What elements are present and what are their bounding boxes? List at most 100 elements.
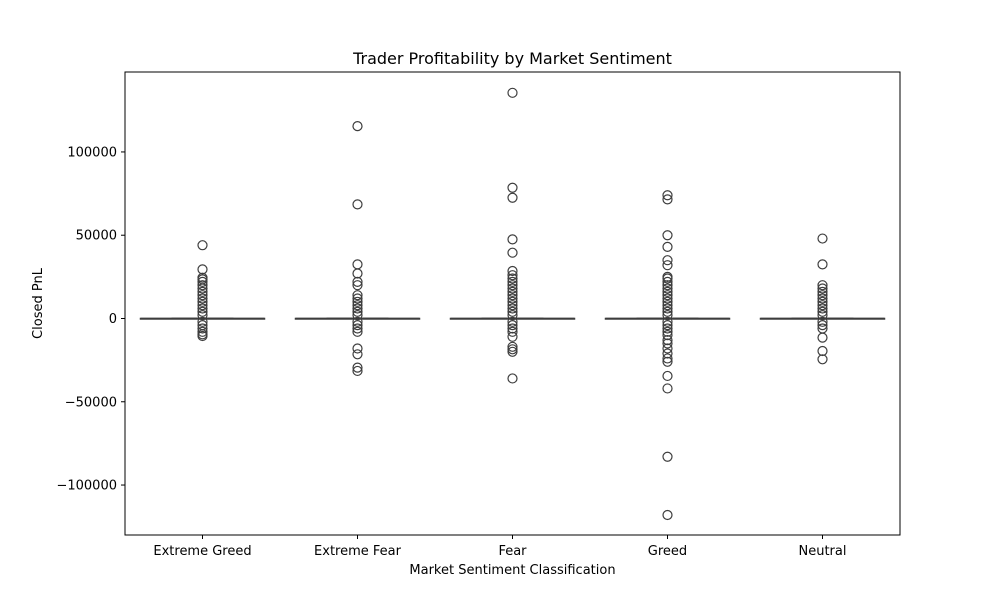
- y-tick-label: 0: [109, 312, 117, 327]
- outlier-point: [662, 343, 673, 354]
- outlier-point: [662, 330, 673, 341]
- outlier-point: [662, 273, 673, 284]
- x-tick-label: Neutral: [799, 544, 847, 559]
- outlier-point: [352, 268, 363, 279]
- box-group-fear: [449, 87, 576, 384]
- outlier-point: [352, 290, 363, 301]
- x-axis-label: Market Sentiment Classification: [409, 563, 615, 578]
- outlier-point: [507, 316, 518, 327]
- outlier-point: [817, 303, 828, 314]
- outlier-point: [352, 280, 363, 291]
- outlier-point: [662, 451, 673, 462]
- outlier-point: [662, 348, 673, 359]
- outlier-point: [507, 247, 518, 258]
- outlier-point: [197, 283, 208, 294]
- outlier-point: [197, 296, 208, 307]
- x-tick-label: Extreme Fear: [314, 544, 402, 559]
- outlier-point: [352, 300, 363, 311]
- y-tick-label: −50000: [65, 395, 117, 410]
- outlier-point: [507, 303, 518, 314]
- y-axis: −100000 −50000 0 50000 100000: [56, 145, 125, 494]
- y-tick-label: 50000: [76, 229, 117, 244]
- outlier-point: [662, 338, 673, 349]
- outlier-point: [817, 306, 828, 317]
- outlier-point: [352, 323, 363, 334]
- outlier-point: [662, 306, 673, 317]
- outlier-point: [197, 306, 208, 317]
- outlier-point: [352, 276, 363, 287]
- outlier-point: [662, 310, 673, 321]
- outlier-point: [352, 349, 363, 360]
- outlier-point: [507, 182, 518, 193]
- outlier-point: [507, 300, 518, 311]
- outlier-point: [817, 280, 828, 291]
- outlier-point: [817, 283, 828, 294]
- outlier-point: [662, 370, 673, 382]
- outlier-point: [817, 345, 828, 357]
- outlier-point: [507, 234, 518, 245]
- outlier-point: [197, 316, 208, 327]
- outlier-point: [197, 264, 208, 275]
- outlier-point: [662, 509, 673, 521]
- outlier-point: [197, 310, 208, 321]
- outlier-point: [817, 286, 828, 297]
- outlier-point: [197, 276, 208, 287]
- outlier-point: [662, 194, 673, 205]
- outlier-point: [662, 276, 673, 287]
- outlier-point: [662, 283, 673, 294]
- outlier-point: [662, 255, 673, 266]
- outlier-point: [507, 373, 518, 384]
- outlier-point: [352, 362, 363, 373]
- outlier-point: [197, 286, 208, 297]
- outlier-point: [197, 330, 208, 342]
- outlier-point: [507, 346, 518, 357]
- outlier-point: [507, 306, 518, 317]
- outlier-point: [197, 300, 208, 311]
- plot-area: [139, 87, 886, 521]
- outlier-point: [352, 303, 363, 314]
- outlier-point: [507, 87, 518, 98]
- outlier-point: [507, 265, 518, 277]
- outlier-point: [507, 283, 518, 294]
- outlier-point: [507, 273, 518, 284]
- outlier-point: [352, 306, 363, 317]
- outlier-point: [817, 290, 828, 301]
- outlier-point: [662, 335, 673, 346]
- outlier-point: [352, 343, 363, 354]
- outlier-point: [197, 280, 208, 291]
- outlier-point: [507, 293, 518, 304]
- outlier-point: [507, 280, 518, 291]
- outlier-point: [352, 326, 363, 337]
- outlier-point: [662, 303, 673, 314]
- outlier-point: [662, 320, 673, 331]
- y-axis-label: Closed PnL: [31, 267, 46, 339]
- x-tick-label: Extreme Greed: [153, 544, 251, 559]
- outlier-point: [197, 323, 208, 334]
- outlier-point: [507, 331, 518, 342]
- outlier-point: [662, 230, 673, 241]
- outlier-point: [507, 286, 518, 297]
- outlier-point: [662, 290, 673, 301]
- outlier-point: [507, 310, 518, 321]
- outlier-point: [352, 121, 363, 132]
- outlier-point: [507, 320, 518, 331]
- box-group-greed: [604, 190, 731, 521]
- outlier-point: [197, 290, 208, 301]
- outlier-point: [817, 354, 828, 365]
- outlier-point: [817, 300, 828, 311]
- outlier-point: [662, 326, 673, 337]
- outlier-point: [507, 323, 518, 334]
- outlier-point: [817, 320, 828, 331]
- box-group-neutral: [759, 233, 886, 365]
- x-tick-label: Greed: [648, 544, 687, 559]
- outlier-point: [197, 293, 208, 304]
- outlier-point: [662, 383, 673, 394]
- outlier-point: [662, 316, 673, 327]
- outlier-point: [817, 293, 828, 304]
- outlier-point: [197, 326, 208, 337]
- outlier-point: [662, 296, 673, 307]
- outlier-point: [662, 356, 673, 367]
- outlier-point: [662, 190, 673, 201]
- outlier-point: [352, 296, 363, 307]
